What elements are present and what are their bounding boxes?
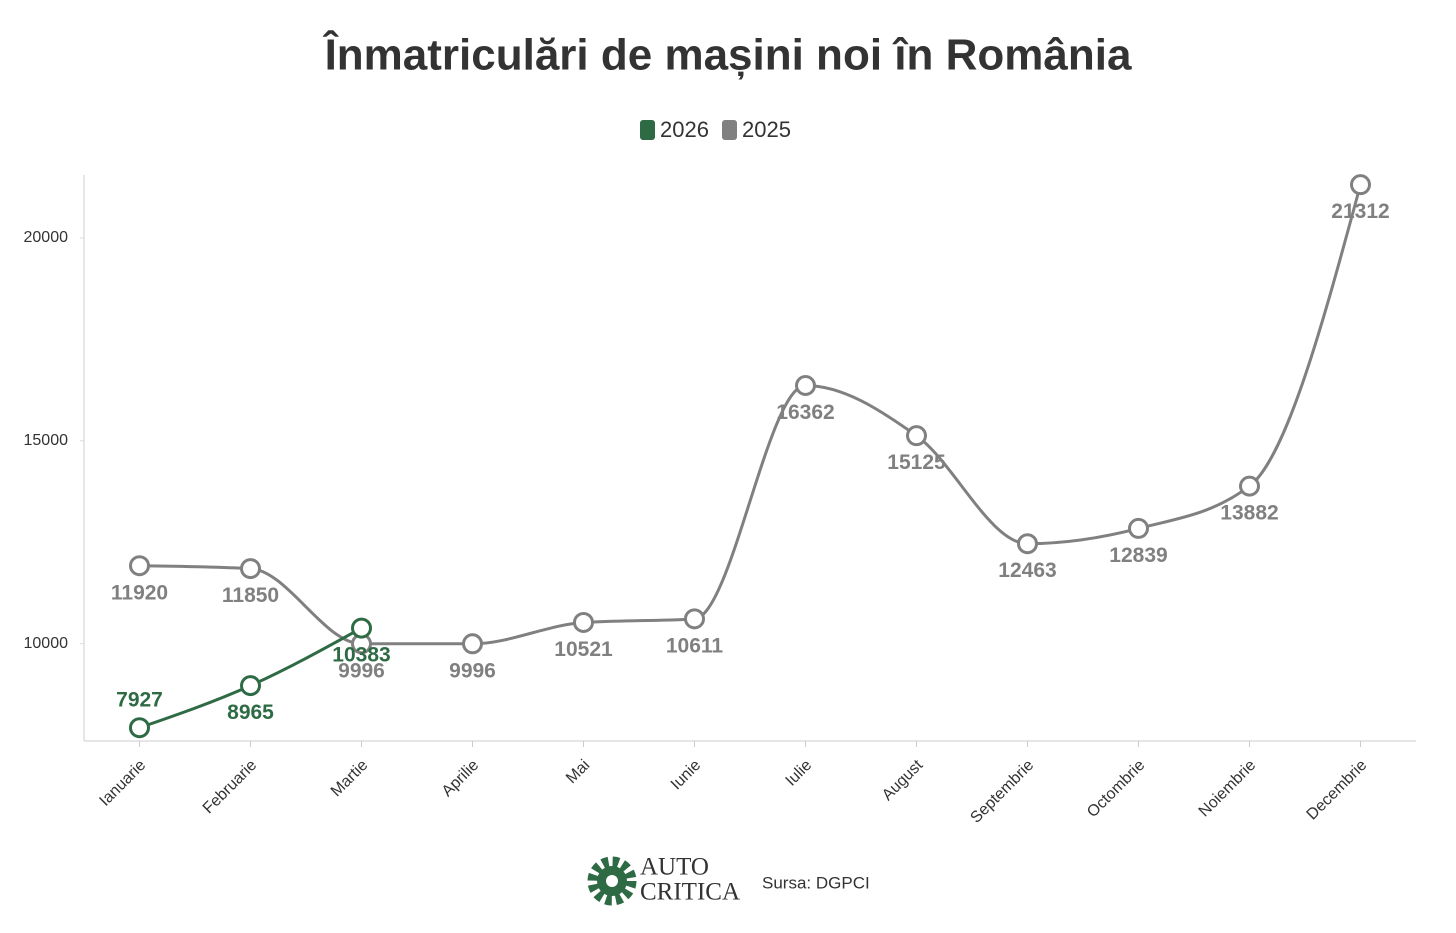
logo-text: CRITICA: [640, 879, 740, 906]
x-tick-label: Martie: [328, 757, 372, 801]
x-tick-label: Septembrie: [967, 757, 1037, 827]
data-label: 11920: [111, 581, 168, 604]
data-label: 10383: [332, 644, 390, 667]
data-label: 7927: [116, 688, 163, 711]
x-tick-label: Aprilie: [439, 757, 483, 801]
data-label: 16362: [776, 401, 834, 424]
point: [1017, 533, 1038, 555]
y-tick-label: 20000: [24, 229, 69, 246]
legend-swatch: [722, 120, 737, 140]
point: [1239, 475, 1260, 497]
legend-label: 2026: [660, 117, 709, 142]
logo-gear-hole: [606, 875, 618, 887]
point: [240, 675, 261, 697]
logo: AUTO CRITICA: [587, 854, 740, 906]
point: [684, 608, 705, 630]
series-line: [139, 184, 1362, 646]
data-label: 8965: [227, 701, 274, 724]
data-label: 10611: [666, 634, 724, 657]
x-tick-label: Noiembrie: [1196, 757, 1260, 821]
x-tick-label: Februarie: [200, 757, 261, 818]
chart-title: Înmatriculări de mașini noi în România: [323, 30, 1132, 80]
y-tick-label: 10000: [24, 635, 69, 652]
logo-gear: [587, 856, 637, 906]
point: [129, 717, 150, 739]
y-tick-label: 15000: [24, 432, 69, 449]
data-label: 9996: [449, 659, 496, 682]
legend-swatch: [640, 120, 655, 140]
point: [240, 558, 261, 580]
legend: 2026 2025: [640, 117, 791, 142]
data-label: 11850: [222, 584, 279, 607]
x-tick-label: Iulie: [783, 757, 816, 790]
data-label: 21312: [1331, 200, 1389, 223]
point: [129, 555, 150, 577]
x-tick-label: Iunie: [668, 757, 705, 794]
point: [573, 611, 594, 633]
point: [795, 374, 816, 396]
point: [906, 425, 927, 447]
x-tick-label: Decembrie: [1304, 757, 1371, 824]
x-tick-label: August: [879, 756, 927, 804]
point: [1128, 517, 1149, 539]
data-label: 10521: [554, 638, 613, 661]
logo-text: AUTO: [640, 854, 709, 881]
point: [351, 617, 372, 639]
point: [462, 633, 483, 655]
data-label: 12839: [1109, 544, 1167, 567]
source: Sursa: DGPCI: [762, 873, 870, 892]
data-label: 9996: [338, 659, 385, 682]
data-label: 13882: [1220, 502, 1278, 525]
point: [1350, 174, 1371, 196]
data-label: 15125: [887, 451, 946, 474]
data-label: 12463: [998, 559, 1056, 582]
x-tick-label: Ianuarie: [96, 757, 149, 810]
x-tick-label: Mai: [563, 757, 593, 787]
legend-label: 2025: [742, 117, 791, 142]
x-tick-label: Octombrie: [1084, 757, 1148, 821]
